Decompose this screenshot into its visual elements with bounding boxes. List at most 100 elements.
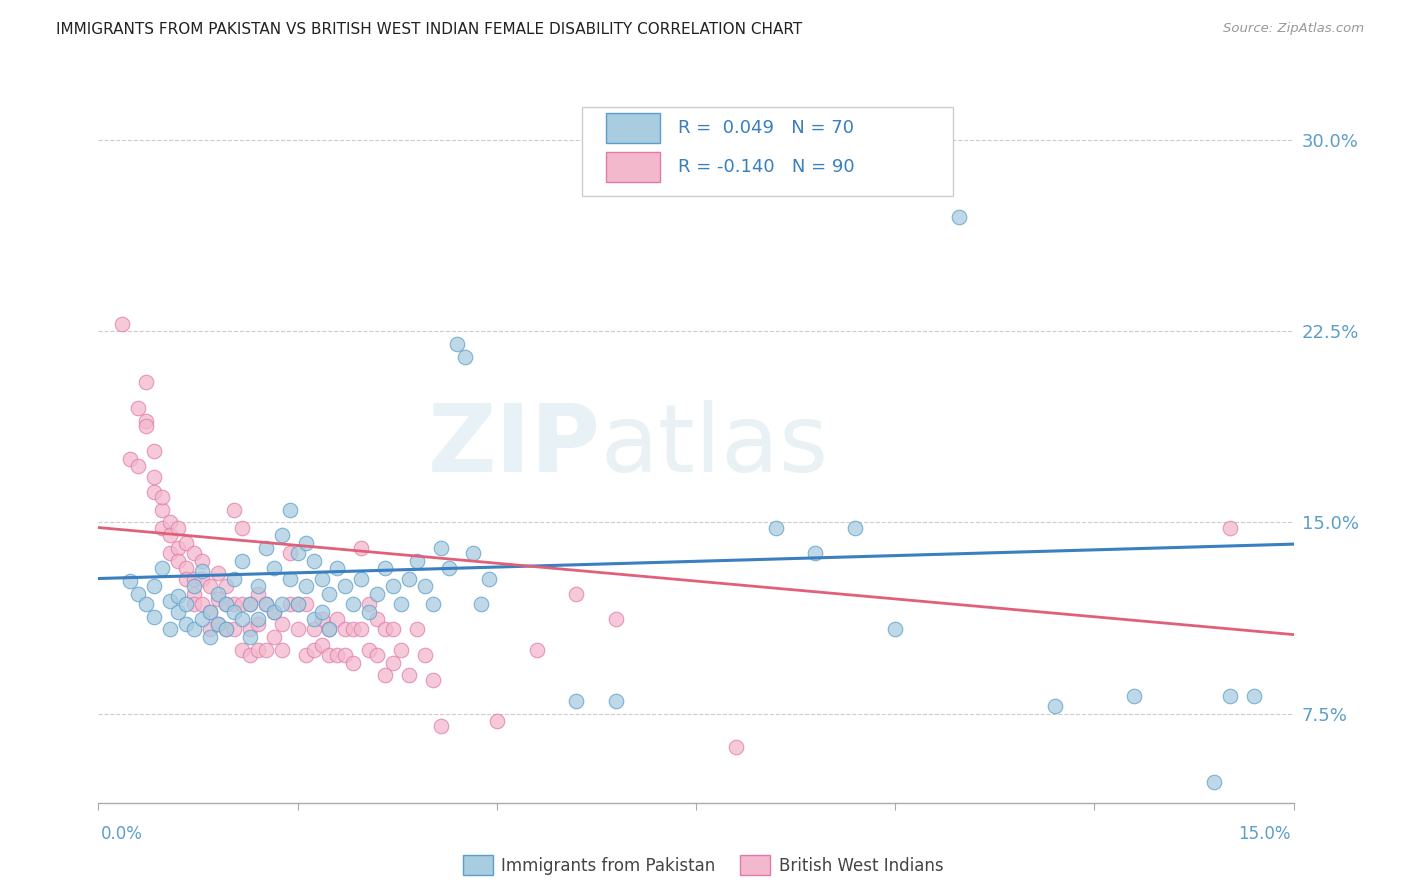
- Point: [174, 617, 197, 632]
- Text: R =  0.049   N = 70: R = 0.049 N = 70: [678, 119, 853, 136]
- Point: [461, 546, 484, 560]
- Point: [278, 502, 301, 516]
- Point: [287, 597, 309, 611]
- Point: [565, 694, 588, 708]
- Point: [278, 572, 301, 586]
- Point: [246, 612, 269, 626]
- Point: [183, 597, 205, 611]
- Point: [263, 630, 285, 644]
- Point: [366, 648, 388, 662]
- Point: [526, 643, 548, 657]
- Point: [174, 536, 197, 550]
- Point: [207, 617, 229, 632]
- Point: [844, 520, 866, 534]
- Point: [270, 597, 292, 611]
- Point: [231, 520, 253, 534]
- Point: [350, 541, 373, 555]
- Point: [239, 648, 262, 662]
- Point: [565, 587, 588, 601]
- Point: [342, 656, 364, 670]
- Point: [167, 605, 190, 619]
- Point: [382, 579, 405, 593]
- Point: [342, 623, 364, 637]
- Point: [150, 502, 173, 516]
- Point: [215, 623, 238, 637]
- Point: [215, 597, 238, 611]
- Point: [143, 484, 166, 499]
- Point: [350, 572, 373, 586]
- Point: [246, 643, 269, 657]
- Point: [159, 516, 181, 530]
- Point: [254, 541, 277, 555]
- Point: [287, 623, 309, 637]
- Point: [287, 597, 309, 611]
- Point: [374, 623, 396, 637]
- FancyBboxPatch shape: [582, 107, 953, 196]
- Point: [207, 591, 229, 606]
- Point: [278, 546, 301, 560]
- Point: [198, 605, 221, 619]
- Text: IMMIGRANTS FROM PAKISTAN VS BRITISH WEST INDIAN FEMALE DISABILITY CORRELATION CH: IMMIGRANTS FROM PAKISTAN VS BRITISH WEST…: [56, 22, 803, 37]
- Point: [302, 554, 325, 568]
- Point: [302, 612, 325, 626]
- Point: [406, 623, 429, 637]
- Point: [804, 546, 827, 560]
- Point: [159, 546, 181, 560]
- Point: [446, 337, 468, 351]
- Point: [174, 597, 197, 611]
- Point: [382, 656, 405, 670]
- Point: [159, 594, 181, 608]
- Point: [167, 590, 190, 604]
- Point: [359, 597, 381, 611]
- Point: [143, 609, 166, 624]
- Point: [263, 605, 285, 619]
- Point: [1219, 520, 1241, 534]
- FancyBboxPatch shape: [606, 152, 661, 182]
- Point: [478, 572, 501, 586]
- Point: [143, 444, 166, 458]
- Point: [127, 587, 149, 601]
- Point: [215, 579, 238, 593]
- Point: [422, 597, 444, 611]
- Point: [366, 587, 388, 601]
- Point: [350, 623, 373, 637]
- Point: [174, 561, 197, 575]
- Point: [127, 459, 149, 474]
- Point: [366, 612, 388, 626]
- Point: [198, 579, 221, 593]
- Point: [198, 623, 221, 637]
- Point: [191, 572, 214, 586]
- Point: [335, 648, 357, 662]
- Point: [278, 597, 301, 611]
- Point: [120, 451, 142, 466]
- Point: [326, 612, 349, 626]
- Point: [948, 210, 970, 224]
- Point: [454, 350, 477, 364]
- Point: [884, 623, 907, 637]
- Point: [263, 561, 285, 575]
- Point: [470, 597, 492, 611]
- Point: [183, 546, 205, 560]
- Point: [302, 643, 325, 657]
- Point: [239, 597, 262, 611]
- Point: [398, 668, 420, 682]
- Point: [150, 520, 173, 534]
- Point: [1123, 689, 1146, 703]
- Point: [183, 579, 205, 593]
- Point: [318, 587, 340, 601]
- Point: [318, 623, 340, 637]
- Point: [326, 648, 349, 662]
- Point: [335, 579, 357, 593]
- Point: [198, 630, 221, 644]
- Point: [302, 623, 325, 637]
- Point: [374, 668, 396, 682]
- Point: [231, 597, 253, 611]
- Point: [605, 612, 627, 626]
- Point: [430, 719, 453, 733]
- Point: [1243, 689, 1265, 703]
- Point: [191, 554, 214, 568]
- Point: [222, 572, 245, 586]
- Point: [135, 413, 157, 427]
- Point: [183, 587, 205, 601]
- Point: [135, 597, 157, 611]
